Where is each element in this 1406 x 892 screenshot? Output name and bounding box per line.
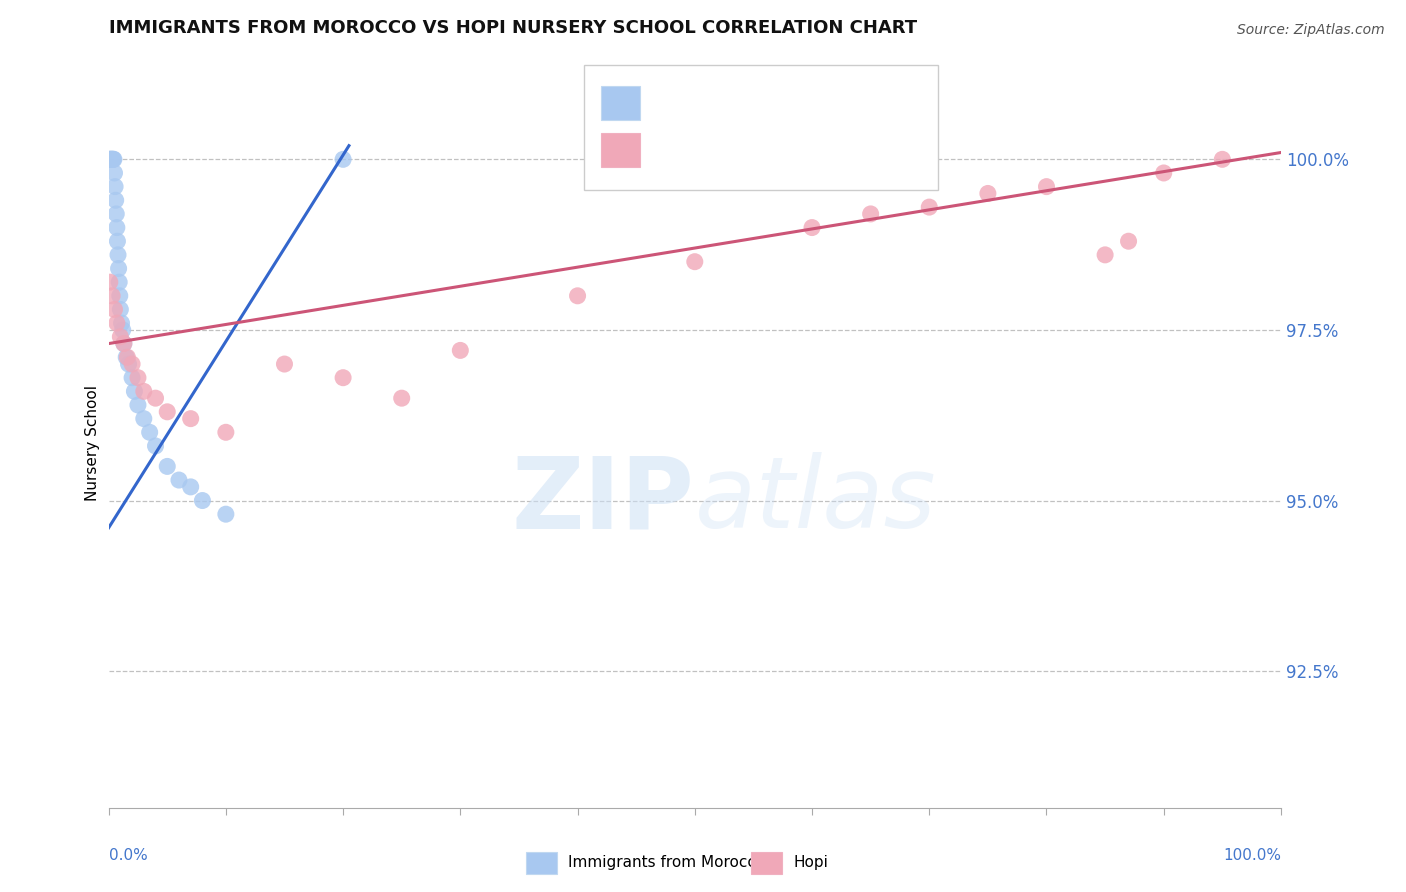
Text: 100.0%: 100.0%	[1223, 847, 1281, 863]
Point	[132, 411, 155, 425]
Point	[124, 384, 146, 399]
Point	[117, 350, 139, 364]
Point	[156, 405, 179, 419]
Point	[112, 336, 135, 351]
Point	[101, 153, 124, 167]
Point	[104, 179, 127, 194]
Point	[108, 289, 131, 303]
Point	[567, 289, 589, 303]
Point	[101, 153, 124, 167]
Text: 0.0%: 0.0%	[108, 847, 148, 863]
Point	[391, 391, 413, 405]
Point	[859, 207, 882, 221]
Point	[215, 425, 238, 440]
Point	[100, 153, 122, 167]
Point	[977, 186, 1000, 201]
Point	[100, 153, 122, 167]
Point	[1153, 166, 1175, 180]
Point	[215, 507, 238, 521]
Point	[103, 153, 125, 167]
Text: R = 0.466   N = 37: R = 0.466 N = 37	[657, 95, 814, 112]
Point	[98, 153, 121, 167]
Point	[101, 289, 124, 303]
Point	[180, 411, 202, 425]
Point	[108, 275, 131, 289]
Point	[332, 370, 354, 384]
Text: atlas: atlas	[695, 452, 936, 549]
Point	[683, 254, 706, 268]
Point	[105, 316, 128, 330]
Point	[132, 384, 155, 399]
Y-axis label: Nursery School: Nursery School	[86, 384, 100, 500]
Text: Hopi: Hopi	[793, 855, 828, 871]
Point	[105, 220, 128, 235]
Point	[191, 493, 214, 508]
Point	[332, 153, 354, 167]
Point	[167, 473, 190, 487]
Point	[1211, 153, 1233, 167]
Point	[103, 153, 125, 167]
Point	[1035, 179, 1057, 194]
Point	[449, 343, 471, 358]
Point	[98, 153, 121, 167]
Point	[105, 207, 128, 221]
Point	[103, 302, 125, 317]
Point	[103, 166, 125, 180]
Text: Immigrants from Morocco: Immigrants from Morocco	[568, 855, 765, 871]
Point	[1118, 234, 1140, 248]
Point	[145, 439, 167, 453]
Point	[145, 391, 167, 405]
Text: ZIP: ZIP	[512, 452, 695, 549]
Point	[156, 459, 179, 474]
Point	[100, 153, 122, 167]
Point	[111, 323, 134, 337]
Point	[1094, 248, 1116, 262]
Point	[110, 330, 132, 344]
Text: Source: ZipAtlas.com: Source: ZipAtlas.com	[1237, 23, 1385, 37]
Point	[138, 425, 160, 440]
Point	[127, 398, 149, 412]
Point	[112, 336, 135, 351]
Point	[801, 220, 824, 235]
Point	[918, 200, 941, 214]
Point	[107, 261, 129, 276]
Point	[117, 357, 139, 371]
Text: R = 0.392   N = 29: R = 0.392 N = 29	[657, 141, 814, 159]
Point	[107, 234, 129, 248]
Point	[127, 370, 149, 384]
Point	[110, 302, 132, 317]
Point	[107, 248, 129, 262]
Point	[104, 194, 127, 208]
Point	[115, 350, 138, 364]
Point	[180, 480, 202, 494]
Point	[121, 370, 143, 384]
Point	[110, 316, 132, 330]
Point	[121, 357, 143, 371]
Point	[98, 275, 121, 289]
Point	[273, 357, 295, 371]
Text: IMMIGRANTS FROM MOROCCO VS HOPI NURSERY SCHOOL CORRELATION CHART: IMMIGRANTS FROM MOROCCO VS HOPI NURSERY …	[108, 20, 917, 37]
